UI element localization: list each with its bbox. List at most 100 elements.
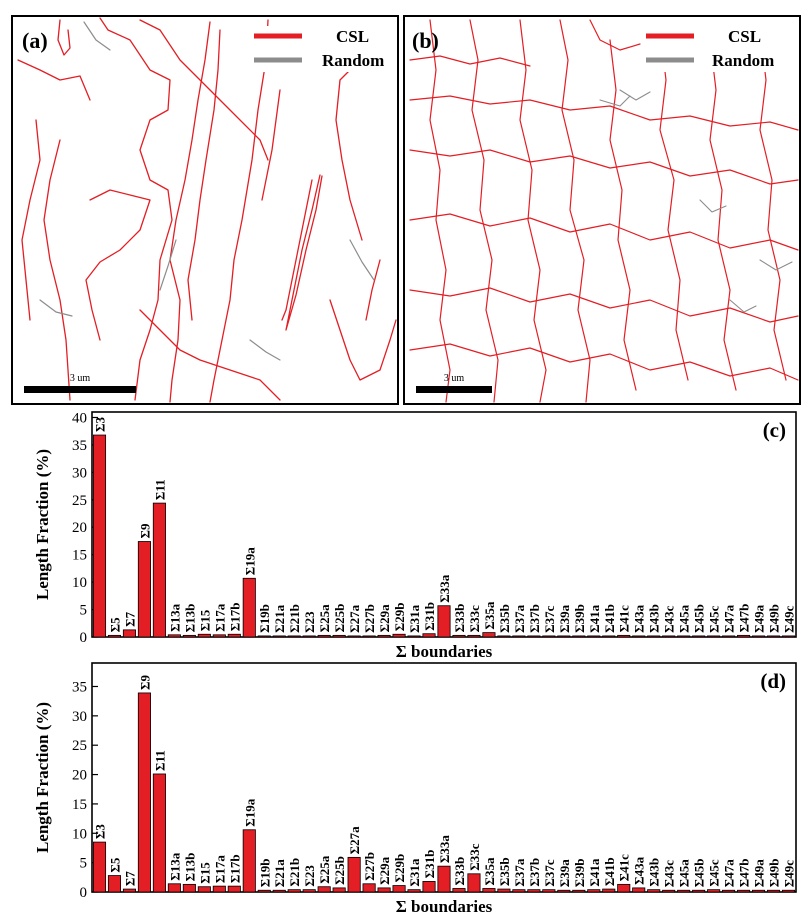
y-tick-label: 20	[72, 520, 87, 536]
bar	[347, 635, 361, 638]
bar	[317, 886, 331, 893]
bar	[332, 634, 346, 638]
y-tick-label: 5	[80, 603, 88, 619]
plot-frame	[91, 662, 797, 893]
bar	[92, 841, 107, 893]
bar-label: Σ41a	[587, 858, 602, 886]
bar	[766, 635, 781, 638]
bar	[602, 888, 616, 893]
y-axis-label: Length Fraction (%)	[33, 702, 52, 853]
y-tick-label: 20	[72, 768, 87, 784]
panel-b-legend: CSL Random	[642, 26, 794, 72]
y-axis-label: Length Fraction (%)	[33, 449, 52, 600]
bar-label: Σ43a	[632, 856, 647, 884]
bar-label: Σ41b	[602, 604, 617, 633]
bar	[647, 889, 661, 893]
bar-label: Σ33b	[452, 604, 467, 633]
bar	[362, 883, 376, 893]
bar	[677, 635, 691, 638]
bar-label: Σ33c	[467, 843, 482, 870]
legend-label-random: Random	[712, 51, 774, 70]
bar	[197, 633, 211, 638]
bar	[242, 577, 256, 638]
bar	[632, 887, 646, 893]
bar-label: Σ41b	[602, 857, 617, 886]
bar	[512, 635, 526, 638]
y-tick-label: 0	[80, 885, 88, 901]
bar	[182, 634, 196, 638]
bar-label: Σ47b	[737, 604, 752, 633]
bar-label: Σ39a	[557, 604, 572, 632]
panel-a: (a) CSL Random 3 um	[11, 15, 399, 405]
bar	[752, 889, 766, 893]
bar	[347, 856, 361, 893]
bar	[512, 889, 526, 893]
bar-label: Σ35b	[497, 604, 512, 633]
bar	[602, 635, 616, 638]
bar-label: Σ5	[107, 617, 122, 632]
bar-label: Σ35a	[482, 857, 497, 885]
bar-label: Σ49a	[752, 604, 767, 632]
panel-a-scale-bar: 3 um	[24, 373, 136, 393]
bar	[317, 634, 331, 638]
bar	[272, 889, 286, 893]
bar	[557, 889, 571, 893]
y-tick-label: 15	[72, 797, 87, 813]
bar-label: Σ5	[107, 857, 122, 872]
bar-label: Σ31b	[422, 602, 437, 631]
bar-label: Σ7	[122, 611, 137, 626]
bar	[437, 865, 451, 893]
bar-label: Σ13a	[167, 852, 182, 880]
bar	[392, 633, 406, 638]
bar	[362, 635, 376, 638]
legend-label-csl: CSL	[728, 27, 761, 46]
bar-label: Σ19a	[242, 798, 257, 826]
bar-label: Σ29a	[377, 856, 392, 884]
bar-label: Σ43c	[662, 605, 677, 632]
bar	[212, 885, 226, 893]
bar	[242, 829, 256, 893]
bar-label: Σ23	[302, 865, 317, 887]
y-tick-label: 0	[80, 630, 88, 646]
bar	[527, 635, 541, 638]
bar-label: Σ27a	[347, 826, 362, 854]
bar	[737, 889, 751, 893]
bar	[766, 889, 781, 893]
bar-label: Σ37a	[512, 604, 527, 632]
bar-label: Σ13b	[182, 853, 197, 882]
bar-label: Σ29a	[377, 604, 392, 632]
panel-b-label: (b)	[412, 28, 439, 53]
bar-label: Σ37c	[542, 859, 557, 886]
bar	[677, 889, 691, 893]
legend-label-random: Random	[322, 51, 384, 70]
bar-label: Σ49b	[767, 604, 782, 633]
bar-label: Σ29b	[392, 603, 407, 632]
bar	[167, 634, 181, 638]
bar-label: Σ33a	[437, 835, 452, 863]
bar	[287, 635, 301, 638]
bar	[587, 889, 601, 893]
bar	[257, 635, 271, 638]
bar	[497, 635, 511, 638]
bar	[752, 635, 766, 638]
panel-b-scale-bar: 3 um	[416, 373, 492, 393]
bar-label: Σ43c	[662, 860, 677, 887]
bar	[107, 634, 122, 638]
bar-label: Σ7	[122, 871, 137, 886]
bar	[227, 633, 241, 638]
bar-label: Σ25b	[332, 604, 347, 633]
bar-label: Σ15	[197, 609, 212, 631]
bar	[467, 634, 481, 638]
plot-frame	[91, 411, 797, 638]
bar	[527, 889, 541, 893]
chart-panel-label: (d)	[760, 669, 786, 693]
bar	[122, 629, 136, 638]
bar-label: Σ9	[137, 523, 152, 538]
bar-label: Σ17b	[227, 603, 242, 632]
bar	[662, 889, 676, 893]
bar-label: Σ43a	[632, 604, 647, 632]
y-tick-label: 40	[72, 410, 87, 426]
bar	[617, 634, 631, 638]
bar-label: Σ33c	[467, 605, 482, 632]
